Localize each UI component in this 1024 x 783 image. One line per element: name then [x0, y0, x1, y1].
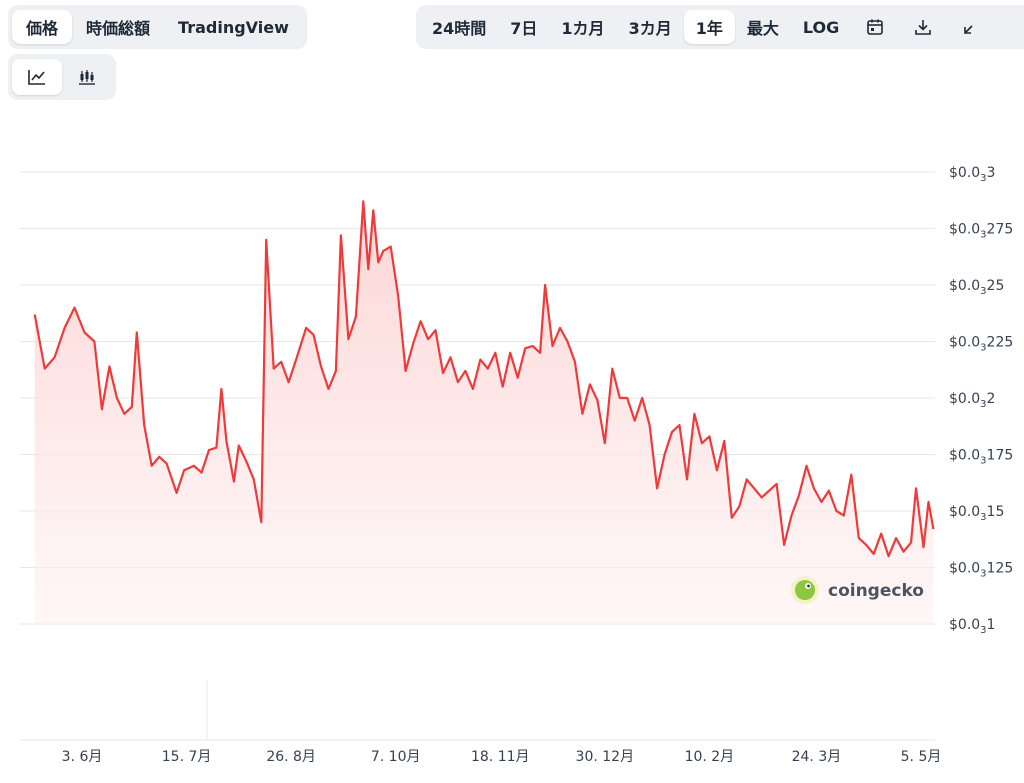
x-tick-label: 30. 12月	[576, 749, 635, 765]
range-tabs: 24時間 7日 1カ月 3カ月 1年 最大 LOG	[416, 5, 1024, 49]
brand-name: coingecko	[828, 581, 924, 601]
y-tick-label: $0.0315	[949, 504, 1004, 523]
x-axis: 3. 6月 15. 7月 26. 8月 7. 10月 18. 11月 30. 12月 10.…	[62, 749, 942, 765]
y-tick-label: $0.03125	[949, 561, 1013, 580]
x-tick-label: 10. 2月	[685, 749, 735, 765]
candlestick-icon[interactable]	[62, 59, 112, 95]
x-tick-label: 24. 3月	[792, 749, 842, 765]
tab-price[interactable]: 価格	[12, 10, 73, 44]
range-1m[interactable]: 1カ月	[561, 19, 605, 38]
x-tick-label: 7. 10月	[371, 749, 421, 765]
tab-tradingview[interactable]: TradingView	[178, 17, 289, 37]
x-tick-label: 15. 7月	[162, 749, 212, 765]
x-tick-label: 26. 8月	[266, 749, 316, 765]
view-toggle	[8, 54, 116, 100]
coingecko-watermark: coingecko	[791, 576, 924, 604]
chart-type-tabs: 価格 時価総額 TradingView	[8, 5, 307, 49]
range-24h[interactable]: 24時間	[432, 19, 487, 38]
y-tick-label: $0.03275	[949, 222, 1013, 241]
x-tick-label: 18. 11月	[471, 749, 530, 765]
y-tick-label: $0.03175	[949, 448, 1013, 467]
y-tick-label: $0.0325	[949, 278, 1004, 297]
y-tick-label: $0.031	[949, 617, 995, 636]
download-icon[interactable]	[899, 10, 947, 44]
y-tick-label: $0.03225	[949, 335, 1013, 354]
price-line	[33, 200, 935, 558]
price-area	[34, 201, 934, 624]
range-3m[interactable]: 3カ月	[628, 19, 672, 38]
x-tick-label: 3. 6月	[62, 749, 103, 765]
expand-icon[interactable]	[947, 10, 995, 44]
calendar-icon[interactable]	[851, 10, 899, 44]
range-1y[interactable]: 1年	[683, 10, 735, 44]
range-7d[interactable]: 7日	[510, 19, 538, 38]
coingecko-logo-icon	[791, 576, 819, 604]
range-max[interactable]: 最大	[746, 19, 779, 38]
y-axis: $0.033 $0.03275 $0.0325 $0.03225 $0.032 $0.03…	[949, 165, 1013, 636]
range-log[interactable]: LOG	[802, 17, 840, 37]
y-tick-label: $0.032	[949, 391, 995, 410]
y-tick-label: $0.033	[949, 165, 995, 184]
x-tick-label: 5. 5月	[901, 749, 942, 765]
tab-market-cap[interactable]: 時価総額	[86, 19, 151, 38]
line-chart-icon[interactable]	[12, 59, 62, 95]
